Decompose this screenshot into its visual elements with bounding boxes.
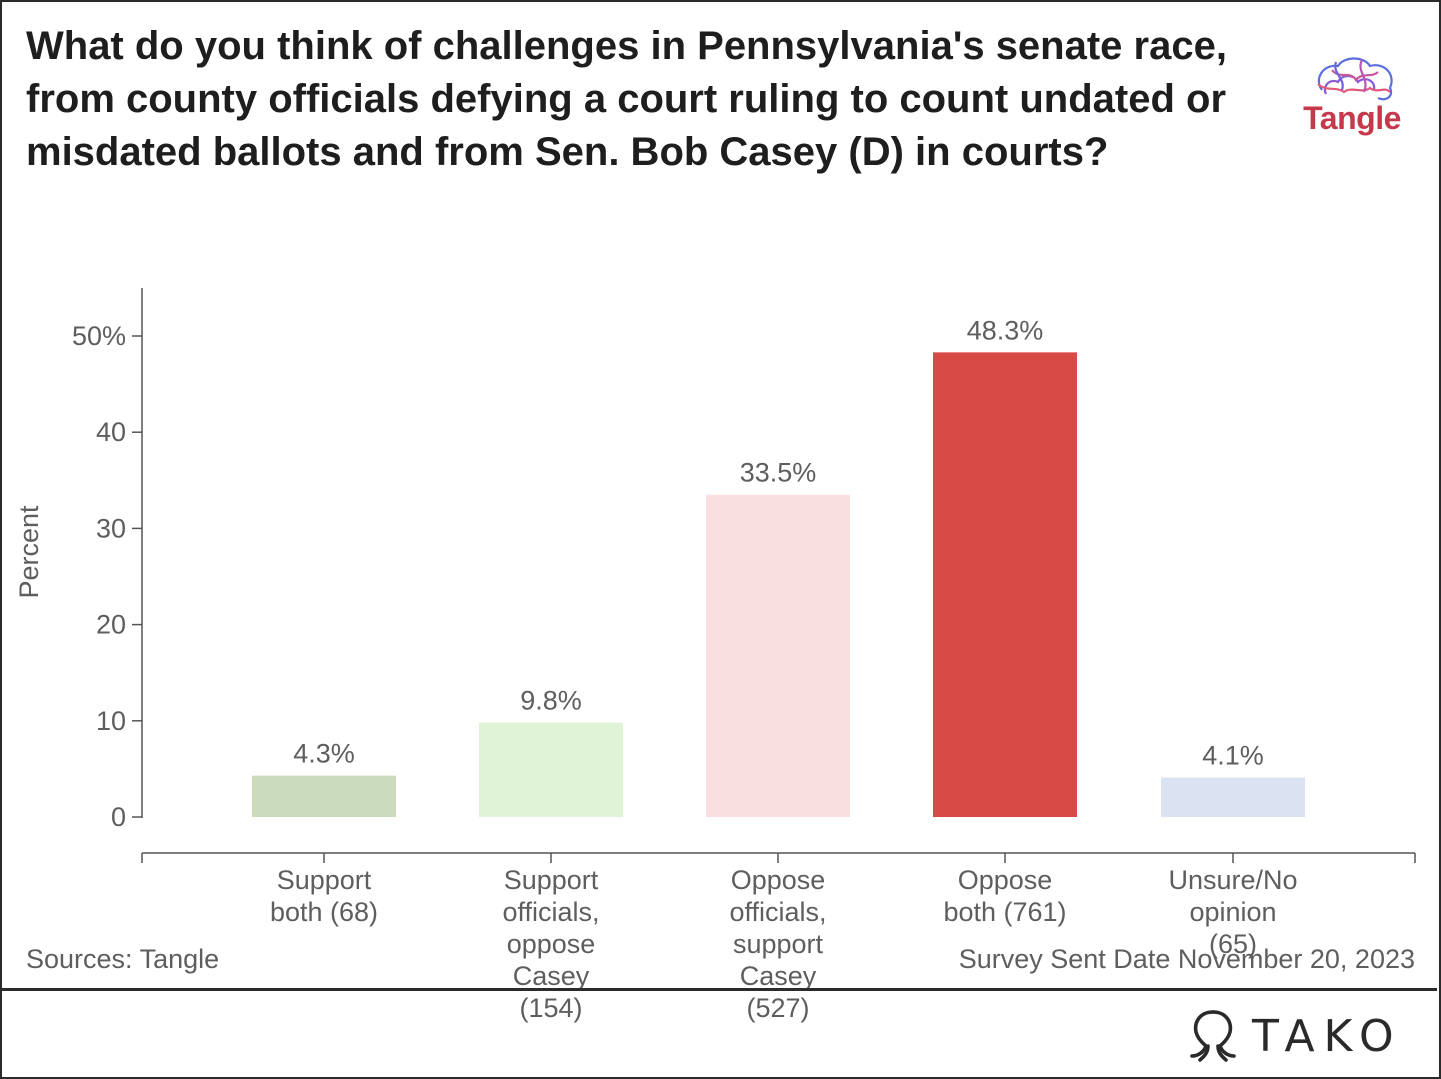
y-axis-title: Percent bbox=[14, 505, 44, 599]
bar bbox=[252, 775, 396, 817]
y-tick-label: 0 bbox=[111, 802, 126, 832]
x-category-label: Support officials, oppose Casey (154) bbox=[502, 865, 599, 1023]
y-axis: 0 10 20 30 40 50% bbox=[72, 288, 143, 832]
y-tick-label: 50% bbox=[72, 321, 126, 351]
x-category-label: Unsure/No opinion (65) bbox=[1168, 865, 1297, 959]
brain-logo-icon bbox=[1317, 57, 1393, 101]
bar bbox=[1161, 777, 1305, 817]
footer-divider bbox=[0, 988, 1437, 991]
bar bbox=[933, 352, 1077, 817]
category-labels: Support both (68) Support officials, oppose C… bbox=[270, 865, 1298, 1023]
survey-date-note: Survey Sent Date November 20, 2023 bbox=[958, 944, 1415, 974]
bars bbox=[252, 352, 1305, 817]
bar-value-label: 4.1% bbox=[1202, 741, 1264, 771]
x-category-label: Oppose officials, support Casey (527) bbox=[729, 865, 826, 1023]
tako-brand: TAKO bbox=[1188, 1008, 1403, 1064]
x-category-label: Support both (68) bbox=[270, 865, 378, 927]
y-tick-label: 30 bbox=[96, 513, 126, 543]
y-tick-label: 10 bbox=[96, 706, 126, 736]
x-axis bbox=[141, 852, 1416, 863]
bar-value-label: 33.5% bbox=[740, 458, 817, 488]
tako-octopus-icon bbox=[1190, 1010, 1236, 1062]
tako-wordmark: TAKO bbox=[1252, 1010, 1403, 1062]
bar-value-label: 9.8% bbox=[520, 686, 582, 716]
bar bbox=[479, 722, 623, 817]
y-tick-label: 40 bbox=[96, 417, 126, 447]
source-note: Sources: Tangle bbox=[26, 944, 220, 974]
value-labels: 4.3% 9.8% 33.5% 48.3% 4.1% bbox=[293, 315, 1264, 770]
bar bbox=[706, 494, 850, 817]
x-category-label: Oppose both (761) bbox=[943, 865, 1066, 927]
bar-value-label: 48.3% bbox=[967, 315, 1044, 345]
chart-title: What do you think of challenges in Penns… bbox=[26, 24, 1227, 174]
bar-value-label: 4.3% bbox=[293, 739, 355, 769]
brand-name: Tangle bbox=[1303, 100, 1401, 136]
y-tick-label: 20 bbox=[96, 610, 126, 640]
